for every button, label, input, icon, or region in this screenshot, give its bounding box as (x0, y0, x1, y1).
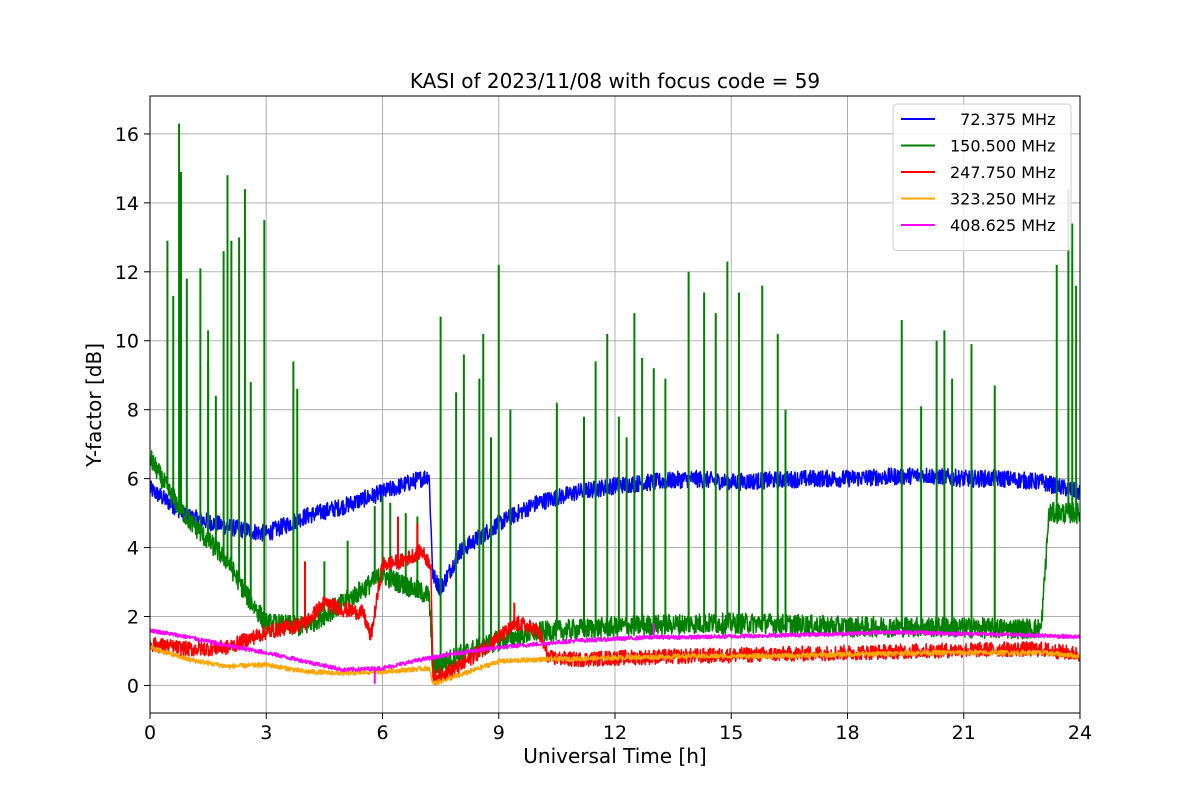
y-tick-label: 12 (115, 262, 139, 284)
series-line-4 (150, 628, 1080, 673)
y-tick-label: 6 (127, 469, 139, 491)
plot-area (150, 123, 1080, 686)
legend-label: 408.625 MHz (950, 216, 1055, 235)
x-tick-label: 15 (719, 722, 743, 744)
legend: 72.375 MHz 150.500 MHz 247.750 MHz 323.250 … (892, 103, 1072, 251)
x-tick-label: 18 (835, 722, 859, 744)
legend-label: 323.250 MHz (950, 190, 1055, 209)
y-tick-label: 8 (127, 400, 139, 422)
series-line-3 (150, 645, 1080, 686)
x-tick-label: 6 (376, 722, 388, 744)
y-tick-label: 0 (127, 675, 139, 697)
y-tick-label: 10 (115, 331, 139, 353)
y-tick-label: 14 (115, 193, 139, 215)
x-tick-label: 0 (144, 722, 156, 744)
y-axis-label: Y-factor [dB] (82, 343, 106, 468)
y-tick-label: 4 (127, 538, 139, 560)
y-tick-label: 2 (127, 606, 139, 628)
legend-label: 72.375 MHz (950, 110, 1055, 129)
x-tick-label: 21 (952, 722, 976, 744)
chart-title: KASI of 2023/11/08 with focus code = 59 (410, 69, 820, 93)
x-tick-label: 12 (603, 722, 627, 744)
x-tick-label: 3 (260, 722, 272, 744)
series-layer (150, 123, 1080, 686)
x-axis-label: Universal Time [h] (523, 744, 706, 768)
x-tick-label: 24 (1068, 722, 1092, 744)
legend-label: 150.500 MHz (950, 137, 1055, 156)
legend-box (892, 103, 1072, 251)
y-tick-label: 16 (115, 124, 139, 146)
x-tick-label: 9 (493, 722, 505, 744)
legend-label: 247.750 MHz (950, 163, 1055, 182)
series-line-0 (150, 467, 1080, 597)
